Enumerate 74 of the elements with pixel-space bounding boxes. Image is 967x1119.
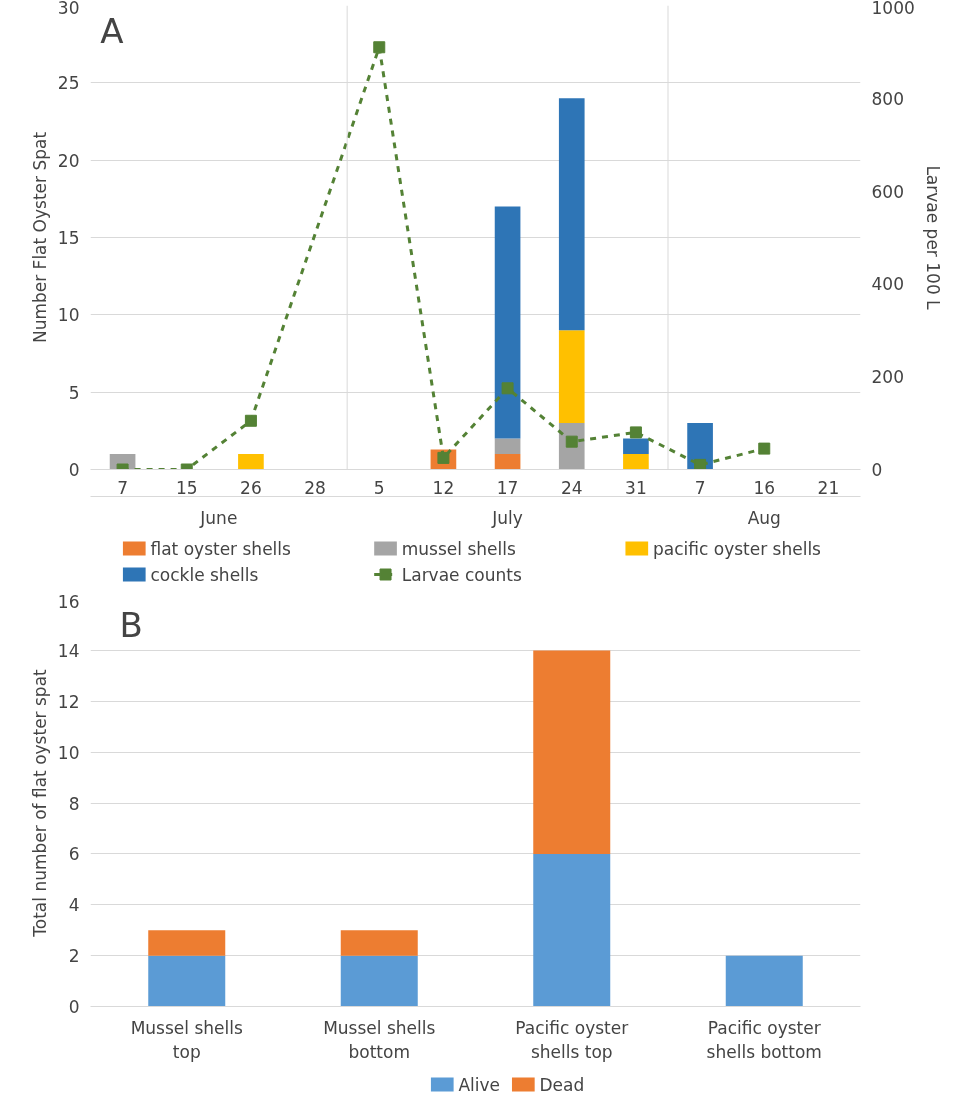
bar xyxy=(238,454,264,470)
y2-axis-title: Larvae per 100 L xyxy=(922,165,943,311)
y-tick-label: 14 xyxy=(57,640,80,661)
legend-label: flat oyster shells xyxy=(150,538,292,559)
point xyxy=(501,382,514,395)
legend-label: cockle shells xyxy=(150,564,259,585)
bar xyxy=(340,930,418,956)
text: June xyxy=(199,507,238,528)
y2-tick-label: 800 xyxy=(871,88,904,109)
y-axis-title: Total number of flat oyster spat xyxy=(29,668,50,938)
y-tick-label: 30 xyxy=(57,0,80,18)
x-tick-label: Pacific oyster shells top xyxy=(515,1017,629,1062)
point xyxy=(694,458,707,470)
x-tick-label: 16 xyxy=(753,477,776,498)
x-tick-label: 21 xyxy=(817,477,840,498)
x-tick-label: 5 xyxy=(373,477,385,498)
bar xyxy=(494,206,521,439)
y-tick-label: 12 xyxy=(57,691,80,712)
legend-label: Alive xyxy=(458,1074,501,1095)
y-tick-label: 2 xyxy=(68,946,80,967)
bar xyxy=(623,454,649,470)
x-tick-label: 7 xyxy=(694,477,706,498)
y-tick-label: 0 xyxy=(68,997,80,1017)
bar xyxy=(148,955,226,1007)
legend-label: pacific oyster shells xyxy=(653,538,822,559)
bar xyxy=(623,438,649,455)
x-tick-label: Pacific oyster shells bottom xyxy=(706,1017,822,1062)
y2-tick-label: 200 xyxy=(871,367,904,388)
bar xyxy=(533,853,611,1007)
legend-label: Dead xyxy=(539,1074,585,1095)
y2-tick-label: 400 xyxy=(871,274,904,295)
x-tick-label: Mussel shells top xyxy=(130,1017,243,1062)
bar xyxy=(533,650,611,854)
y2-tick-label: 600 xyxy=(871,181,904,202)
chart-title: B xyxy=(119,604,143,645)
y-tick-label: 25 xyxy=(57,73,80,94)
point xyxy=(758,442,771,455)
x-tick-label: 31 xyxy=(625,477,647,498)
x-tick-label: 17 xyxy=(496,477,519,498)
y2-tick-label: 1000 xyxy=(871,0,915,18)
bar xyxy=(725,955,803,1007)
chart-title: A xyxy=(100,10,124,51)
y-tick-label: 16 xyxy=(57,591,80,612)
x-tick-label: 26 xyxy=(240,477,262,498)
x-tick-label: 7 xyxy=(117,477,128,498)
y-axis-title: Number Flat Oyster Spat xyxy=(29,131,50,344)
y-tick-label: 4 xyxy=(68,895,80,916)
y-tick-label: 20 xyxy=(57,150,80,171)
x-tick-label: Mussel shells bottom xyxy=(323,1017,436,1062)
bar xyxy=(494,454,521,470)
y-tick-label: 0 xyxy=(68,460,80,480)
x-tick-label: 15 xyxy=(175,477,198,498)
y-tick-label: 6 xyxy=(68,844,80,865)
bar xyxy=(340,955,418,1007)
x-tick-label: 24 xyxy=(560,477,583,498)
legend-label: Larvae counts xyxy=(401,564,522,585)
text: Aug xyxy=(747,507,781,528)
legend-label: mussel shells xyxy=(401,538,516,559)
y-tick-label: 5 xyxy=(68,382,80,403)
y2-tick-label: 0 xyxy=(871,460,883,480)
point xyxy=(373,41,386,54)
y-tick-label: 15 xyxy=(57,228,80,248)
y-tick-label: 10 xyxy=(57,742,80,763)
bar xyxy=(558,98,585,331)
point xyxy=(244,414,257,427)
bar xyxy=(148,930,226,956)
bar xyxy=(558,330,585,424)
x-tick-label: 28 xyxy=(304,477,326,498)
bar xyxy=(494,438,521,455)
point xyxy=(629,426,642,439)
y-tick-label: 8 xyxy=(68,793,80,814)
text: July xyxy=(491,507,523,528)
y-tick-label: 10 xyxy=(57,305,80,326)
x-tick-label: 12 xyxy=(432,477,455,498)
